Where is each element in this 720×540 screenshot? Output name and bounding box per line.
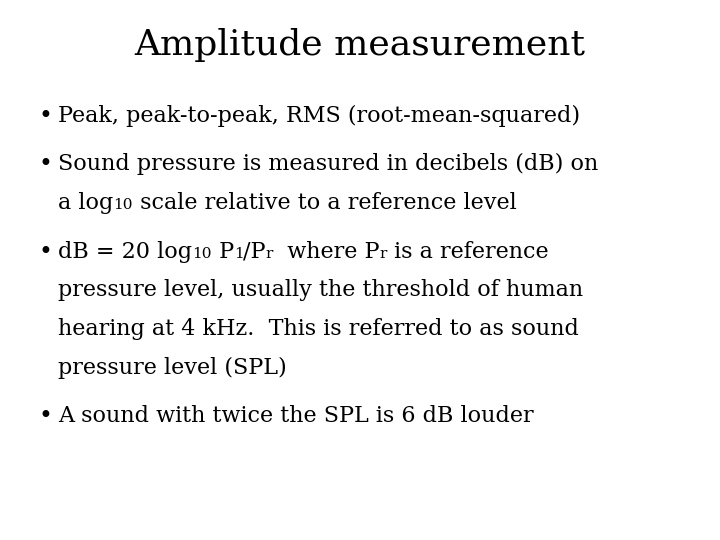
Text: •: • xyxy=(38,240,52,264)
Text: Sound pressure is measured in decibels (dB) on: Sound pressure is measured in decibels (… xyxy=(58,153,598,176)
Text: •: • xyxy=(38,105,52,128)
Text: r: r xyxy=(379,247,387,260)
Text: pressure level, usually the threshold of human: pressure level, usually the threshold of… xyxy=(58,279,583,301)
Text: Amplitude measurement: Amplitude measurement xyxy=(135,28,585,62)
Text: •: • xyxy=(38,153,52,177)
Text: P: P xyxy=(212,240,233,262)
Text: pressure level (SPL): pressure level (SPL) xyxy=(58,357,287,379)
Text: hearing at 4 kHz.  This is referred to as sound: hearing at 4 kHz. This is referred to as… xyxy=(58,318,579,340)
Text: /P: /P xyxy=(243,240,266,262)
Text: 10: 10 xyxy=(113,198,132,212)
Text: scale relative to a reference level: scale relative to a reference level xyxy=(132,192,516,214)
Text: Peak, peak-to-peak, RMS (root-mean-squared): Peak, peak-to-peak, RMS (root-mean-squar… xyxy=(58,105,580,127)
Text: dB = 20 log: dB = 20 log xyxy=(58,240,192,262)
Text: 1: 1 xyxy=(233,247,243,260)
Text: a log: a log xyxy=(58,192,113,214)
Text: is a reference: is a reference xyxy=(387,240,549,262)
Text: A sound with twice the SPL is 6 dB louder: A sound with twice the SPL is 6 dB loude… xyxy=(58,405,534,427)
Text: 10: 10 xyxy=(192,247,212,260)
Text: •: • xyxy=(38,405,52,428)
Text: r: r xyxy=(266,247,274,260)
Text: where P: where P xyxy=(274,240,379,262)
